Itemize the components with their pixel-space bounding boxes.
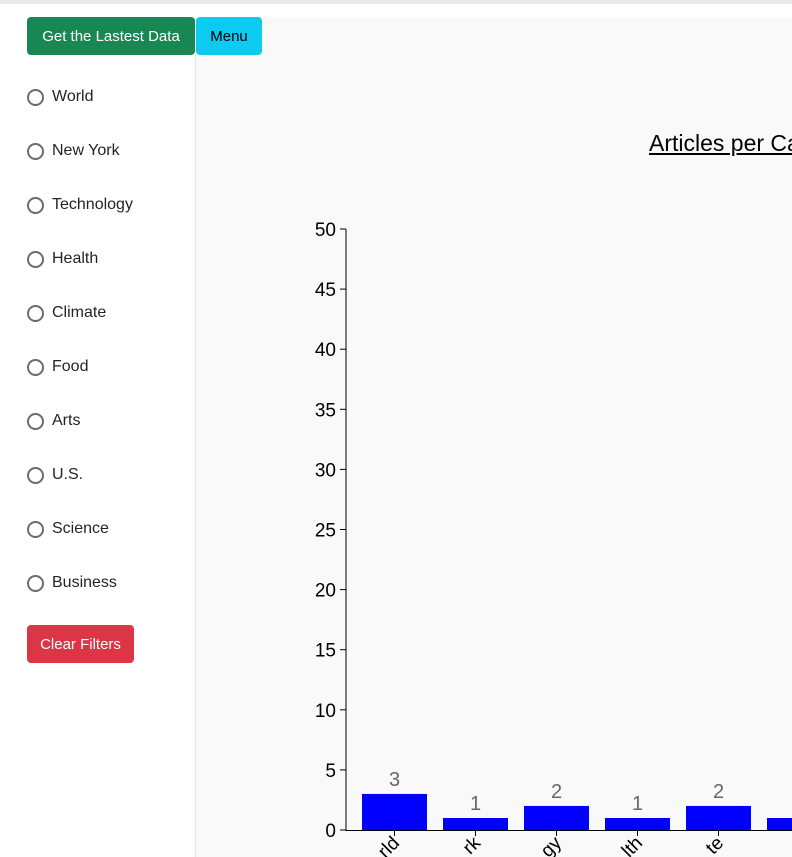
clear-filters-button[interactable]: Clear Filters — [27, 625, 134, 663]
filter-label: World — [52, 88, 94, 105]
filter-radio-arts[interactable]: Arts — [27, 409, 80, 433]
get-latest-data-button[interactable]: Get the Lastest Data — [27, 17, 195, 55]
filter-label: Technology — [52, 196, 133, 213]
filter-label: Food — [52, 358, 89, 375]
filter-label: Health — [52, 250, 99, 267]
filter-label: U.S. — [52, 466, 84, 483]
filter-radio-business[interactable]: Business — [27, 571, 117, 595]
radio-circle-icon[interactable] — [27, 250, 44, 268]
browser-top-strip — [0, 0, 792, 4]
bar-value-label: 3 — [389, 769, 400, 791]
bar — [686, 805, 751, 830]
chart-title: Articles per Ca — [649, 130, 792, 156]
x-axis: rld rk gy lth te — [346, 830, 792, 857]
y-tick-label: 25 — [315, 521, 336, 542]
radio-circle-icon[interactable] — [27, 358, 44, 376]
bar — [443, 817, 508, 830]
radio-circle-icon[interactable] — [27, 142, 44, 160]
x-tick-label: lth — [618, 833, 647, 857]
radio-circle-icon[interactable] — [27, 412, 44, 430]
filter-radio-new-york[interactable]: New York — [27, 139, 120, 163]
bar-value-label: 2 — [713, 781, 724, 803]
bar-value-label: 1 — [632, 793, 643, 815]
bar-value-label: 2 — [551, 781, 562, 803]
filter-radio-climate[interactable]: Climate — [27, 301, 106, 325]
bar — [605, 817, 670, 830]
filter-label: Business — [52, 574, 117, 591]
filter-radio-world[interactable]: World — [27, 85, 94, 109]
radio-circle-icon[interactable] — [27, 88, 44, 106]
y-tick-label: 20 — [315, 581, 336, 602]
filter-radio-technology[interactable]: Technology — [27, 193, 133, 217]
x-tick-label: gy — [537, 832, 566, 857]
filter-label: Arts — [52, 412, 81, 429]
filter-label: New York — [52, 142, 120, 159]
bar-value-label: 1 — [470, 793, 481, 815]
filter-radio-science[interactable]: Science — [27, 517, 109, 541]
y-tick-label: 40 — [315, 340, 336, 361]
y-tick-label: 35 — [315, 400, 336, 421]
bar — [362, 793, 427, 830]
filter-radio-us[interactable]: U.S. — [27, 463, 83, 487]
filter-radio-health[interactable]: Health — [27, 247, 98, 271]
radio-circle-icon[interactable] — [27, 466, 44, 484]
x-tick-label: rld — [374, 833, 404, 857]
y-tick-label: 0 — [325, 821, 336, 842]
y-tick-label: 5 — [325, 761, 336, 782]
filter-label: Science — [52, 520, 109, 537]
menu-button[interactable]: Menu — [196, 17, 262, 55]
y-axis: 0 5 10 15 20 25 30 35 40 45 50 — [315, 220, 347, 842]
y-tick-label: 45 — [315, 280, 336, 301]
filter-label: Climate — [52, 304, 107, 321]
radio-circle-icon[interactable] — [27, 304, 44, 322]
x-tick-label: te — [702, 833, 728, 857]
bar — [767, 817, 792, 830]
y-tick-label: 50 — [315, 220, 336, 241]
filter-radio-food[interactable]: Food — [27, 355, 88, 379]
y-tick-label: 30 — [315, 460, 336, 481]
radio-circle-icon[interactable] — [27, 574, 44, 592]
y-tick-label: 10 — [315, 701, 336, 722]
radio-circle-icon[interactable] — [27, 520, 44, 538]
x-tick-label: rk — [459, 832, 485, 857]
y-tick-label: 15 — [315, 641, 336, 662]
radio-circle-icon[interactable] — [27, 196, 44, 214]
sidebar — [0, 55, 196, 857]
chart-panel — [196, 17, 792, 857]
bar — [524, 805, 589, 830]
bars: 3 1 2 1 2 — [362, 769, 792, 830]
